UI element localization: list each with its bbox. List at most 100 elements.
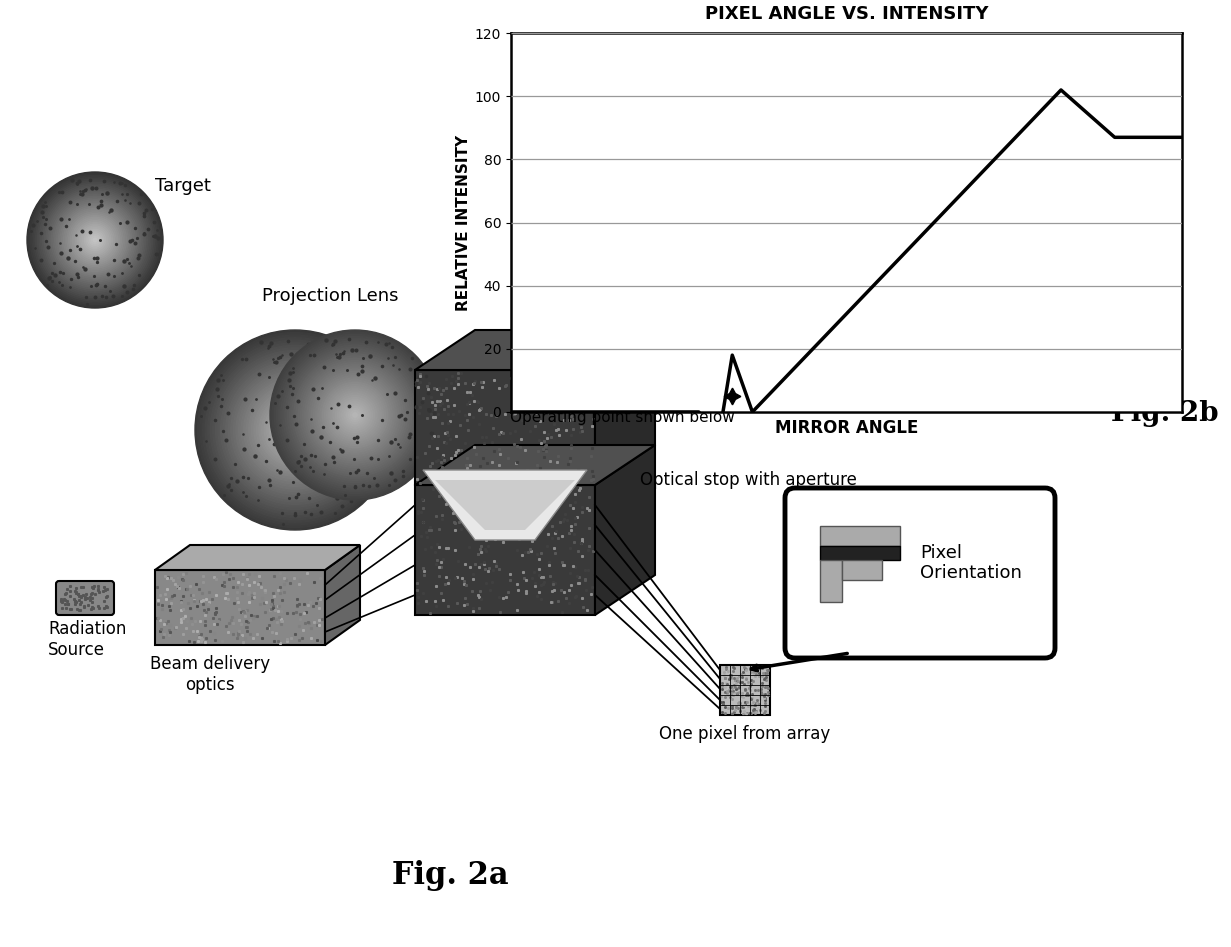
- Circle shape: [297, 356, 414, 474]
- Polygon shape: [415, 370, 595, 485]
- Circle shape: [206, 340, 385, 520]
- Circle shape: [81, 226, 110, 254]
- Circle shape: [284, 420, 305, 440]
- Circle shape: [286, 346, 425, 485]
- Circle shape: [47, 191, 144, 289]
- Circle shape: [62, 206, 128, 273]
- Circle shape: [201, 335, 390, 525]
- Circle shape: [215, 350, 374, 509]
- Circle shape: [325, 384, 385, 445]
- Circle shape: [213, 348, 377, 512]
- Circle shape: [265, 400, 326, 461]
- Circle shape: [320, 380, 390, 450]
- Circle shape: [335, 396, 374, 435]
- Circle shape: [251, 386, 339, 474]
- Text: Target: Target: [155, 177, 211, 195]
- Circle shape: [91, 237, 98, 243]
- Circle shape: [74, 219, 116, 261]
- Circle shape: [331, 391, 379, 439]
- Circle shape: [34, 179, 156, 301]
- Circle shape: [346, 406, 363, 423]
- Circle shape: [254, 389, 336, 471]
- Ellipse shape: [59, 586, 111, 608]
- Circle shape: [82, 228, 107, 252]
- Bar: [820, 560, 842, 602]
- Circle shape: [58, 204, 132, 277]
- Text: Fig. 2b: Fig. 2b: [1112, 400, 1219, 427]
- Circle shape: [289, 425, 300, 435]
- Circle shape: [249, 384, 341, 476]
- Circle shape: [300, 361, 410, 470]
- Circle shape: [277, 336, 433, 493]
- Ellipse shape: [59, 585, 111, 607]
- Circle shape: [90, 235, 100, 245]
- Circle shape: [241, 376, 348, 484]
- Circle shape: [69, 214, 121, 266]
- Circle shape: [329, 389, 382, 441]
- Circle shape: [64, 208, 127, 272]
- Text: Radiation
Source: Radiation Source: [48, 620, 127, 659]
- Circle shape: [218, 353, 372, 507]
- Ellipse shape: [59, 587, 111, 609]
- Circle shape: [307, 367, 403, 463]
- Text: One pixel from array: One pixel from array: [660, 725, 831, 743]
- Bar: [820, 526, 900, 546]
- Ellipse shape: [59, 585, 111, 607]
- Ellipse shape: [59, 586, 111, 608]
- Circle shape: [78, 223, 112, 258]
- Circle shape: [303, 363, 407, 467]
- Ellipse shape: [59, 585, 111, 607]
- Circle shape: [272, 407, 318, 453]
- Circle shape: [211, 346, 379, 514]
- Circle shape: [55, 200, 135, 280]
- Text: Pixel
Orientation: Pixel Orientation: [920, 544, 1022, 582]
- Circle shape: [270, 330, 439, 500]
- Circle shape: [239, 373, 351, 487]
- Polygon shape: [325, 545, 359, 645]
- Circle shape: [289, 349, 420, 480]
- Circle shape: [44, 189, 145, 291]
- Circle shape: [231, 366, 359, 494]
- Ellipse shape: [59, 582, 111, 605]
- Circle shape: [85, 229, 106, 250]
- Circle shape: [79, 224, 111, 256]
- Circle shape: [318, 378, 391, 452]
- Polygon shape: [595, 330, 655, 485]
- Circle shape: [234, 368, 357, 491]
- Circle shape: [278, 339, 431, 491]
- Circle shape: [73, 217, 118, 262]
- Circle shape: [94, 239, 97, 241]
- Circle shape: [326, 386, 383, 443]
- Circle shape: [259, 394, 331, 466]
- Polygon shape: [595, 445, 655, 615]
- Circle shape: [305, 365, 405, 465]
- Ellipse shape: [59, 586, 111, 608]
- Circle shape: [342, 402, 368, 428]
- Circle shape: [89, 233, 102, 247]
- Ellipse shape: [59, 583, 111, 606]
- Circle shape: [223, 358, 367, 502]
- Bar: [842, 560, 881, 580]
- Circle shape: [197, 332, 393, 527]
- Ellipse shape: [59, 587, 111, 609]
- Circle shape: [340, 400, 371, 430]
- Text: Fig. 2a: Fig. 2a: [391, 860, 508, 890]
- Circle shape: [36, 181, 154, 299]
- Circle shape: [314, 373, 396, 456]
- Circle shape: [270, 404, 320, 456]
- Circle shape: [41, 186, 149, 295]
- Circle shape: [49, 195, 140, 285]
- Circle shape: [287, 348, 422, 483]
- Circle shape: [323, 383, 388, 448]
- Circle shape: [272, 332, 438, 498]
- X-axis label: MIRROR ANGLE: MIRROR ANGLE: [774, 419, 918, 437]
- Circle shape: [70, 216, 119, 264]
- Circle shape: [334, 393, 377, 437]
- Circle shape: [28, 173, 161, 306]
- Polygon shape: [415, 485, 595, 615]
- Circle shape: [262, 397, 329, 463]
- Circle shape: [316, 376, 394, 455]
- Ellipse shape: [59, 583, 111, 605]
- Circle shape: [311, 371, 399, 458]
- Ellipse shape: [59, 584, 111, 607]
